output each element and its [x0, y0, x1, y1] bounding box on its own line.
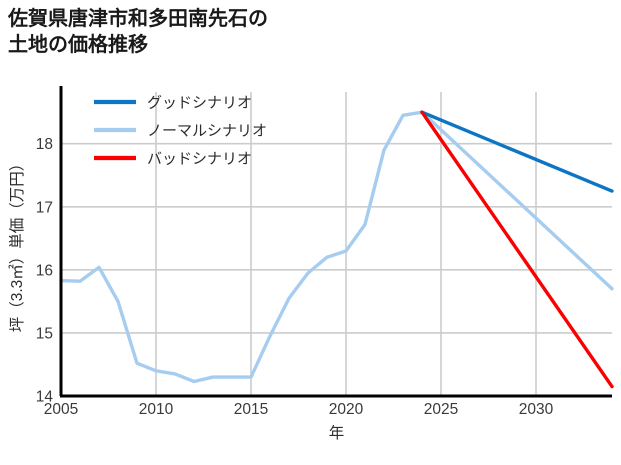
series-lines-group: [59, 110, 614, 389]
legend-label: バッドシナリオ: [147, 151, 252, 168]
y-tick-label: 15: [36, 325, 53, 342]
y-axis-title: 坪（3.3㎡）単価（万円）: [8, 156, 26, 333]
y-tick-label: 16: [36, 262, 53, 279]
legend-label: グッドシナリオ: [147, 95, 252, 112]
x-tick-label: 2005: [44, 401, 78, 418]
series-line: [59, 110, 614, 384]
x-axis-title: 年: [329, 424, 345, 442]
legend-label: ノーマルシナリオ: [147, 123, 267, 140]
chart-title: 佐賀県唐津市和多田南先石の 土地の価格推移: [8, 8, 268, 57]
gridlines-group: [60, 92, 612, 397]
x-tick-label: 2020: [329, 401, 364, 418]
y-tick-label: 17: [36, 199, 53, 216]
x-tick-label: 2030: [519, 401, 554, 418]
y-tick-label: 14: [36, 389, 54, 406]
y-tick-label: 18: [36, 136, 53, 153]
tick-labels-group: 14 15 16 17 18 2005 2010 2015 2020 2025 2030: [36, 136, 554, 418]
axes-group: [59, 86, 612, 398]
x-tick-label: 2025: [424, 401, 458, 418]
x-tick-label: 2015: [234, 401, 268, 418]
series-line: [420, 110, 614, 389]
x-tick-label: 2010: [139, 401, 174, 418]
series-line: [420, 110, 614, 193]
axis-titles-group: 年 坪（3.3㎡）単価（万円）: [8, 156, 344, 442]
